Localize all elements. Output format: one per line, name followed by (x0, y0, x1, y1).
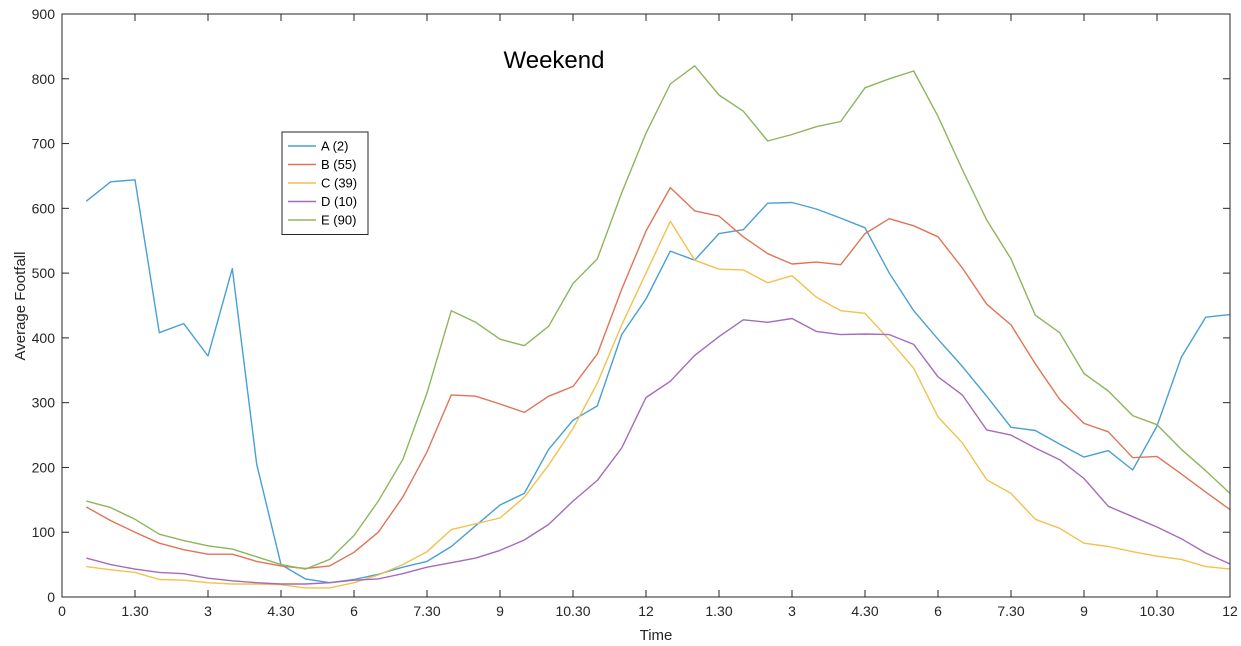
x-tick-label: 12 (638, 603, 654, 619)
legend-label-0: A (2) (321, 139, 348, 154)
x-tick-label: 9 (496, 603, 504, 619)
x-tick-label: 10.30 (1139, 603, 1174, 619)
series-line-4 (86, 65, 1231, 570)
axes-layer: 0 1.30 3 4.30 6 7.30 9 10.30 12 1.30 3 4.30 6 7.30 9 10… (32, 6, 1238, 619)
x-tick-label: 9 (1080, 603, 1088, 619)
series-layer (85, 65, 1231, 589)
x-tick-label: 4.30 (267, 603, 294, 619)
y-axis-label: Average Footfall (12, 252, 29, 361)
chart-title: Weekend (504, 47, 605, 74)
x-axis-label: Time (640, 627, 673, 644)
y-tick-label: 600 (32, 200, 56, 216)
x-tick-label: 3 (204, 603, 212, 619)
x-tick-label: 10.30 (555, 603, 590, 619)
y-tick-label: 200 (32, 459, 56, 475)
x-tick-label: 6 (934, 603, 942, 619)
legend: A (2) B (55) C (39) D (10) E (90) (281, 131, 369, 235)
y-tick-label: 800 (32, 71, 56, 87)
x-tick-label: 4.30 (851, 603, 878, 619)
x-tick-label: 7.30 (997, 603, 1024, 619)
series-line-0 (85, 179, 1231, 584)
y-tick-label: 400 (32, 330, 56, 346)
series-line-3 (86, 317, 1231, 585)
x-tick-label: 7.30 (413, 603, 440, 619)
x-tick-label: 3 (788, 603, 796, 619)
x-tick-label: 0 (58, 603, 66, 619)
y-tick-label: 900 (32, 6, 56, 22)
y-tick-label: 0 (47, 589, 55, 605)
legend-label-1: B (55) (321, 157, 356, 172)
x-tick-label: 1.30 (121, 603, 148, 619)
legend-label-3: D (10) (321, 194, 357, 209)
x-tick-label: 12 (1222, 603, 1238, 619)
y-tick-label: 300 (32, 395, 56, 411)
legend-label-4: E (90) (321, 213, 356, 228)
legend-label-2: C (39) (321, 176, 357, 191)
series-line-2 (86, 220, 1231, 589)
x-tick-label: 1.30 (705, 603, 732, 619)
y-tick-label: 100 (32, 524, 56, 540)
series-line-1 (85, 186, 1231, 570)
plot-area (62, 14, 1230, 597)
x-tick-label: 6 (350, 603, 358, 619)
y-tick-label: 700 (32, 136, 56, 152)
y-tick-label: 500 (32, 265, 56, 281)
